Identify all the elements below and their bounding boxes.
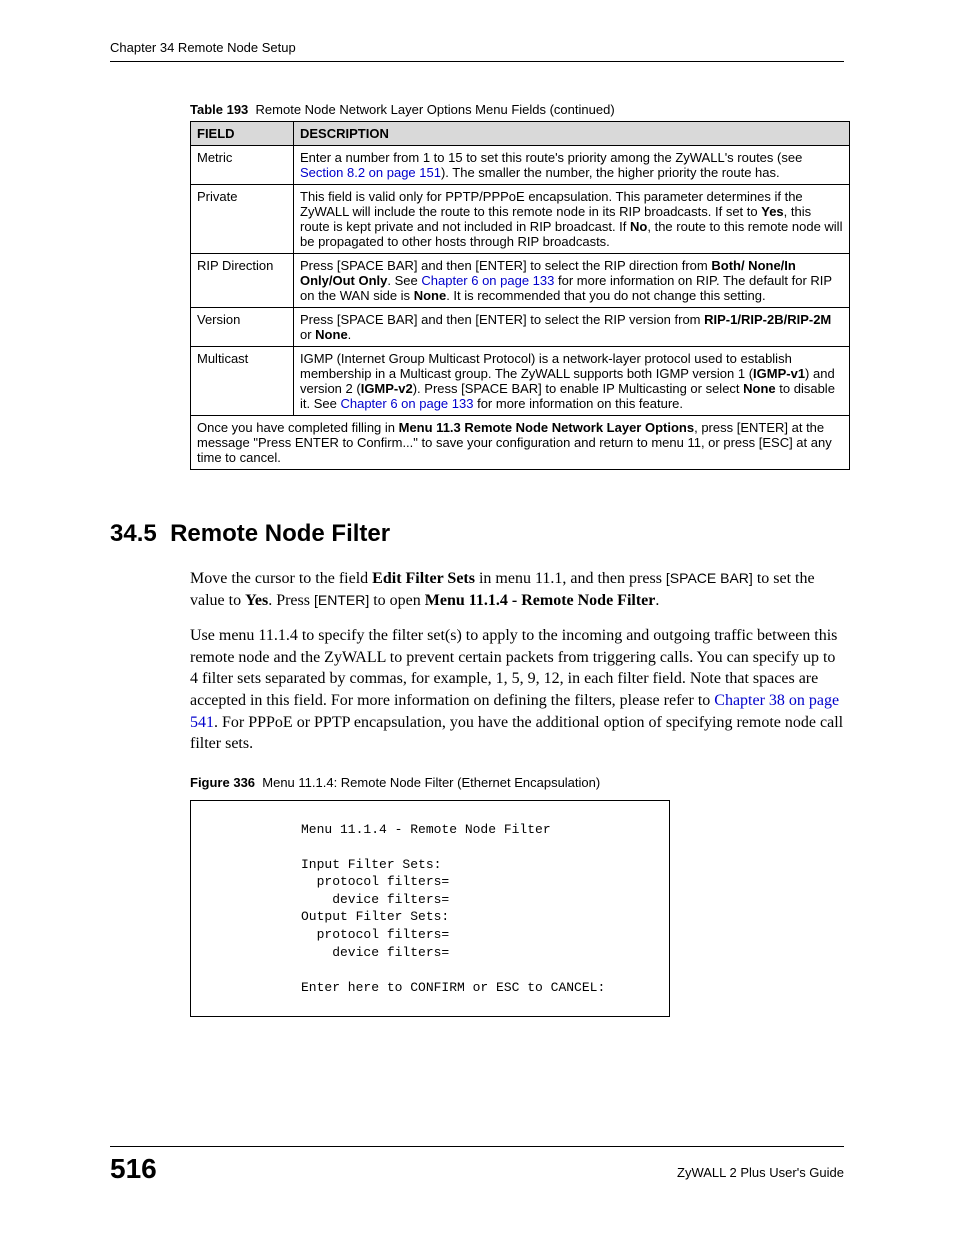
paragraph-1: Move the cursor to the field Edit Filter…: [190, 568, 844, 611]
figure-caption: Figure 336 Menu 11.1.4: Remote Node Filt…: [190, 775, 844, 790]
running-header: Chapter 34 Remote Node Setup: [110, 40, 844, 62]
page-number: 516: [110, 1153, 157, 1185]
table-193-wrap: Table 193 Remote Node Network Layer Opti…: [190, 102, 844, 470]
table-caption: Table 193 Remote Node Network Layer Opti…: [190, 102, 844, 117]
cell-field: RIP Direction: [191, 254, 294, 308]
row-rip-direction: RIP Direction Press [SPACE BAR] and then…: [191, 254, 850, 308]
cell-field: Version: [191, 308, 294, 347]
figure-title: Menu 11.1.4: Remote Node Filter (Etherne…: [262, 775, 600, 790]
cell-field: Multicast: [191, 347, 294, 416]
cell-field: Private: [191, 185, 294, 254]
table-header-row: FIELD DESCRIPTION: [191, 122, 850, 146]
row-metric: Metric Enter a number from 1 to 15 to se…: [191, 146, 850, 185]
cell-footnote: Once you have completed filling in Menu …: [191, 416, 850, 470]
page-footer: 516 ZyWALL 2 Plus User's Guide: [110, 1146, 844, 1185]
link-chapter-6b[interactable]: Chapter 6 on page 133: [340, 396, 473, 411]
section-heading: 34.5 Remote Node Filter: [110, 520, 844, 548]
fields-table: FIELD DESCRIPTION Metric Enter a number …: [190, 121, 850, 470]
link-section-8-2[interactable]: Section 8.2 on page 151: [300, 165, 441, 180]
table-label: Table 193: [190, 102, 248, 117]
col-description: DESCRIPTION: [294, 122, 850, 146]
cell-desc: Enter a number from 1 to 15 to set this …: [294, 146, 850, 185]
col-field: FIELD: [191, 122, 294, 146]
guide-name: ZyWALL 2 Plus User's Guide: [677, 1165, 844, 1180]
terminal-output: Menu 11.1.4 - Remote Node Filter Input F…: [190, 800, 670, 1017]
row-footnote: Once you have completed filling in Menu …: [191, 416, 850, 470]
cell-desc: Press [SPACE BAR] and then [ENTER] to se…: [294, 254, 850, 308]
link-chapter-6[interactable]: Chapter 6 on page 133: [421, 273, 554, 288]
cell-desc: This field is valid only for PPTP/PPPoE …: [294, 185, 850, 254]
figure-label: Figure 336: [190, 775, 255, 790]
row-multicast: Multicast IGMP (Internet Group Multicast…: [191, 347, 850, 416]
paragraph-2: Use menu 11.1.4 to specify the filter se…: [190, 625, 844, 755]
table-title: Remote Node Network Layer Options Menu F…: [256, 102, 615, 117]
page: Chapter 34 Remote Node Setup Table 193 R…: [0, 0, 954, 1235]
row-private: Private This field is valid only for PPT…: [191, 185, 850, 254]
cell-desc: Press [SPACE BAR] and then [ENTER] to se…: [294, 308, 850, 347]
section-number: 34.5: [110, 520, 157, 547]
cell-field: Metric: [191, 146, 294, 185]
cell-desc: IGMP (Internet Group Multicast Protocol)…: [294, 347, 850, 416]
row-version: Version Press [SPACE BAR] and then [ENTE…: [191, 308, 850, 347]
section-title: Remote Node Filter: [170, 520, 390, 547]
